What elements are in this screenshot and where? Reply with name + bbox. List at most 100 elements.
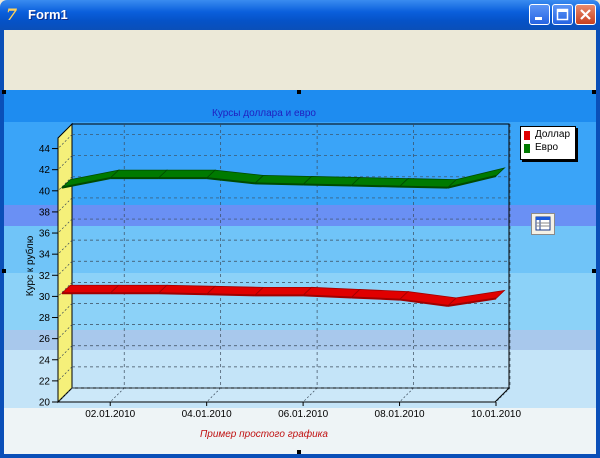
y-axis-label: Курс к рублю (24, 235, 36, 296)
gridline-wall (57, 134, 73, 149)
gridline-wall (57, 261, 73, 276)
chart-editor-icon-glyph (535, 216, 551, 231)
series-edge (303, 183, 352, 187)
chart-series (60, 167, 506, 307)
gridline-wall (57, 218, 73, 234)
background-band (4, 122, 596, 205)
gridline-wall (57, 197, 73, 213)
title-bar[interactable]: 7 Form1 (0, 0, 600, 30)
series-edge (351, 296, 400, 301)
gridline-floor (109, 387, 125, 403)
gridline-wall (57, 345, 73, 361)
background-band (4, 408, 596, 454)
legend-label: Евро (535, 142, 559, 153)
resize-handle (2, 90, 6, 94)
y-tick-label: 38 (39, 207, 51, 218)
series-segment (60, 284, 120, 294)
window-border-bottom (0, 454, 600, 458)
y-tick-label: 20 (39, 398, 51, 409)
background-band (4, 226, 596, 273)
y-tick-label: 40 (39, 186, 51, 197)
delphi-icon[interactable]: 7 (6, 5, 18, 24)
gridline-wall (57, 282, 73, 297)
series-segment (157, 169, 217, 179)
chart-grid (57, 124, 511, 403)
window-title: Form1 (28, 7, 68, 22)
legend-swatch (524, 131, 530, 140)
minimize-button[interactable] (529, 4, 550, 25)
y-tick-label: 24 (39, 355, 51, 366)
resize-handle (297, 450, 301, 454)
background-band (4, 273, 596, 330)
gridline-wall (57, 155, 73, 170)
resize-handle (2, 269, 6, 273)
resize-handle (592, 90, 596, 94)
series-edge (399, 298, 448, 307)
gridline-wall (57, 387, 73, 403)
x-tick-label: 02.01.2010 (85, 409, 135, 420)
chart-left-wall (57, 122, 73, 404)
series-edge (158, 292, 207, 296)
series-edge (61, 177, 111, 189)
y-tick-label: 28 (39, 313, 51, 324)
y-tick-label: 34 (39, 250, 51, 261)
close-button[interactable] (575, 4, 596, 25)
legend-label: Доллар (535, 129, 571, 140)
y-tick-label: 32 (39, 271, 51, 282)
y-tick-label: 44 (39, 144, 51, 155)
y-tick-label: 30 (39, 292, 51, 303)
resize-handle (592, 269, 596, 273)
series-euro (60, 167, 506, 189)
background-band (4, 205, 596, 226)
y-tick-label: 36 (39, 229, 51, 240)
y-tick-label: 22 (39, 376, 51, 387)
series-edge (447, 175, 497, 189)
series-edge (206, 293, 255, 297)
chart-background (4, 90, 596, 454)
window-border-left (0, 30, 4, 458)
series-segment (109, 169, 168, 179)
series-edge (206, 177, 255, 185)
background-band (4, 350, 596, 408)
gridline-floor (302, 387, 318, 403)
chart-editor-icon[interactable] (531, 213, 555, 235)
gridline-floor (495, 387, 511, 403)
x-tick-label: 06.01.2010 (278, 409, 328, 420)
legend-swatch (524, 144, 530, 153)
gridline-wall (57, 324, 73, 339)
x-tick-label: 04.01.2010 (182, 409, 232, 420)
window-border-right (596, 30, 600, 458)
series-edge (254, 182, 304, 186)
gridline-floor (399, 387, 414, 403)
series-edge (351, 184, 400, 188)
y-tick-label: 42 (39, 165, 51, 176)
gridline-wall (57, 366, 73, 382)
chart-footer: Пример простого графика (200, 428, 328, 440)
gridline-wall (57, 303, 73, 318)
series-segment (253, 286, 313, 296)
x-tick-label: 08.01.2010 (375, 409, 425, 420)
close-icon (580, 9, 591, 20)
maximize-button[interactable] (552, 4, 573, 25)
series-edge (447, 297, 497, 307)
chart-legend: Доллар Евро (520, 126, 576, 160)
gridline-wall (57, 239, 73, 255)
chart-floor (56, 387, 511, 403)
chart-title: Курсы доллара и евро (212, 108, 316, 119)
minimize-icon (535, 17, 542, 20)
chart-axes: 20 22 24 26 28 30 32 34 36 38 40 42 44 02.01.2010 04.0… (39, 144, 522, 420)
maximize-icon (556, 8, 569, 21)
gridline-wall (57, 176, 73, 192)
resize-handle (297, 90, 301, 94)
series-edge (303, 294, 352, 299)
x-tick-label: 10.01.2010 (471, 409, 521, 420)
background-band (4, 330, 596, 350)
series-segment (109, 284, 168, 294)
series-edge (399, 185, 448, 189)
background-band (4, 90, 596, 122)
gridline-floor (206, 387, 221, 403)
series-dollar (60, 284, 506, 307)
y-tick-label: 26 (39, 334, 51, 345)
